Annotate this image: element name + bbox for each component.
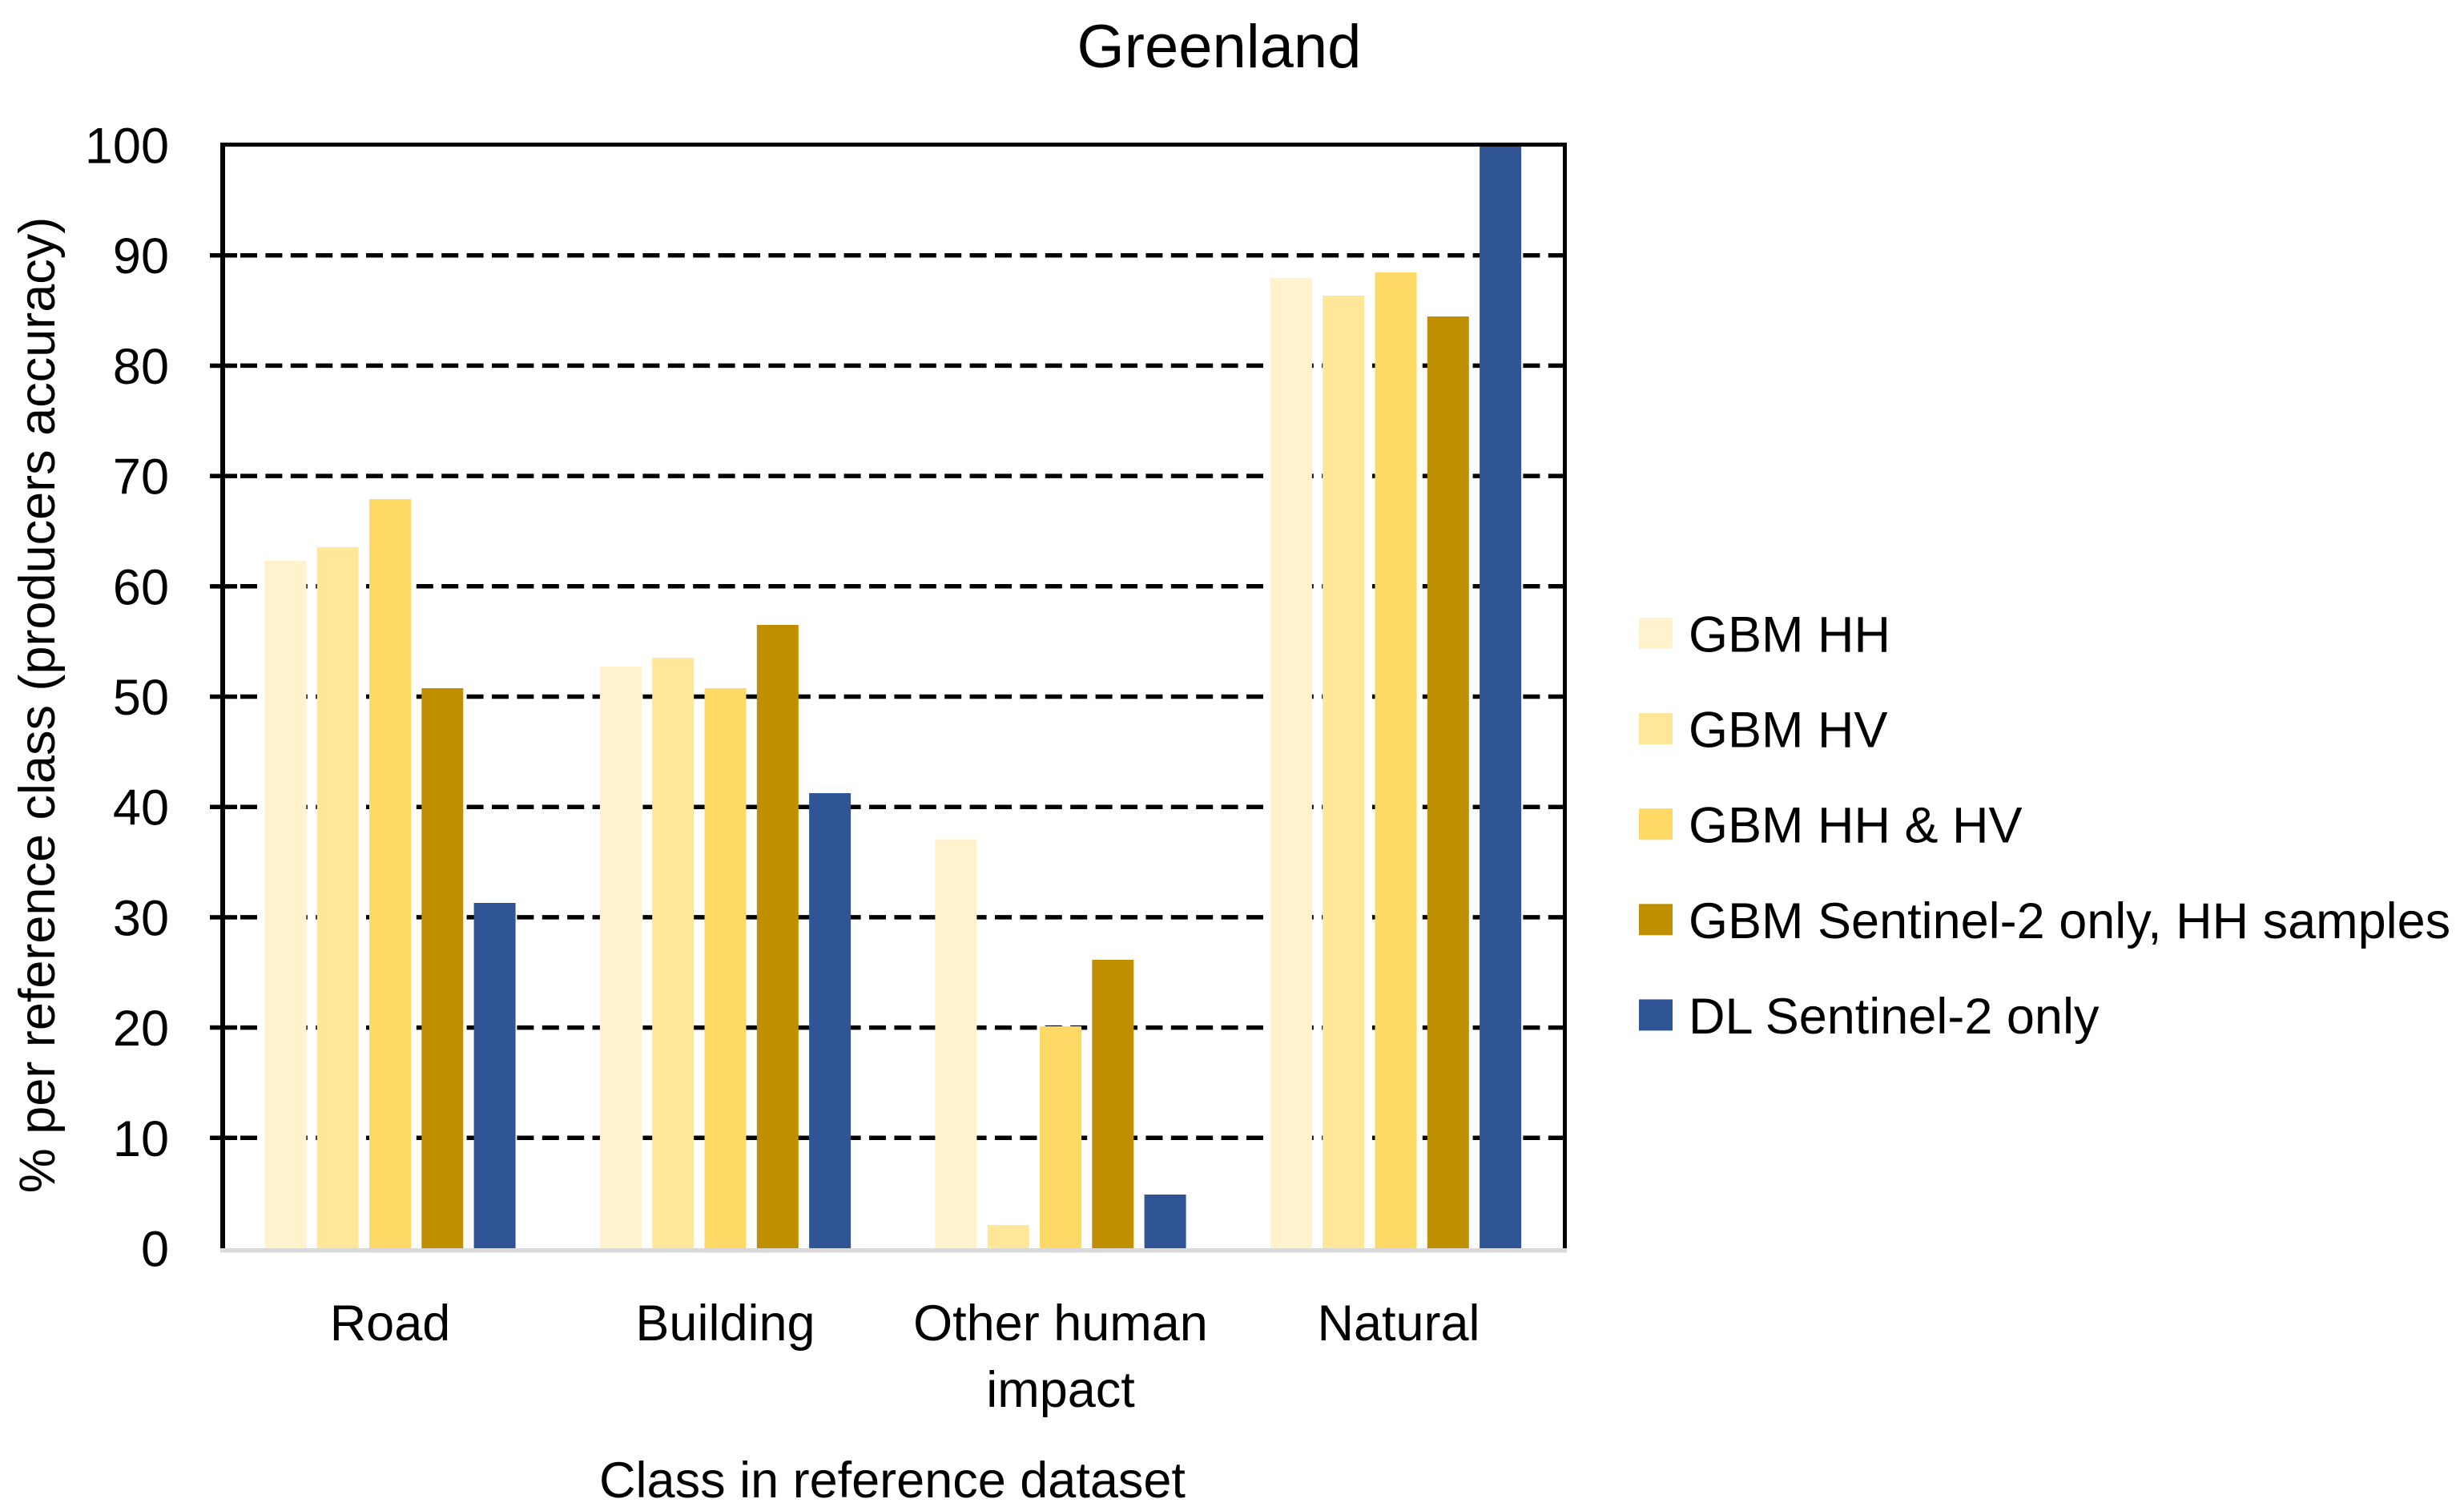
svg-text:70: 70 <box>113 449 169 506</box>
svg-text:60: 60 <box>113 559 169 615</box>
svg-text:impact: impact <box>986 1362 1135 1418</box>
svg-text:Greenland: Greenland <box>1077 13 1362 81</box>
svg-text:20: 20 <box>113 1001 169 1057</box>
svg-text:Class in reference dataset: Class in reference dataset <box>599 1453 1186 1509</box>
svg-text:0: 0 <box>141 1222 169 1278</box>
svg-text:GBM HH: GBM HH <box>1689 607 1890 663</box>
svg-text:Building: Building <box>635 1295 815 1352</box>
svg-text:80: 80 <box>113 339 169 395</box>
svg-text:GBM HV: GBM HV <box>1689 703 1888 759</box>
svg-text:GBM HH & HV: GBM HH & HV <box>1689 798 2023 854</box>
svg-text:50: 50 <box>113 670 169 726</box>
svg-text:10: 10 <box>113 1111 169 1167</box>
svg-text:% per reference class (produce: % per reference class (producers accurac… <box>10 217 66 1193</box>
svg-text:Natural: Natural <box>1317 1295 1480 1352</box>
svg-text:Road: Road <box>330 1295 451 1352</box>
svg-text:100: 100 <box>85 119 169 175</box>
svg-text:90: 90 <box>113 228 169 284</box>
svg-text:DL Sentinel-2 only: DL Sentinel-2 only <box>1689 989 2100 1045</box>
svg-text:Other human: Other human <box>913 1295 1208 1352</box>
svg-text:40: 40 <box>113 780 169 836</box>
svg-text:30: 30 <box>113 890 169 946</box>
svg-text:GBM Sentinel-2 only, HH sample: GBM Sentinel-2 only, HH samples <box>1689 893 2450 949</box>
